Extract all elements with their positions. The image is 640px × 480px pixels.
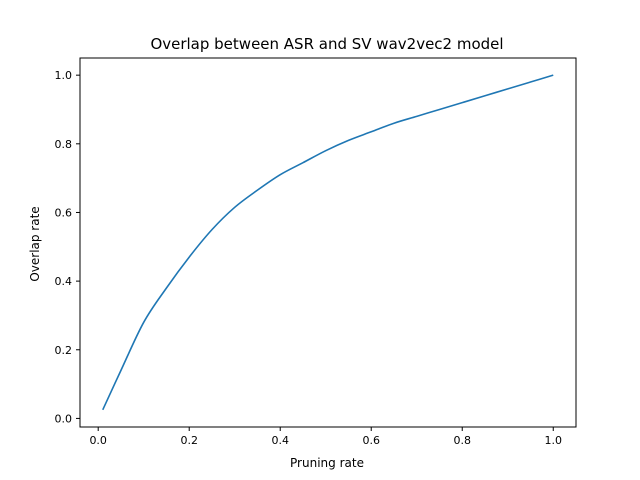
x-tick-label: 0.4 xyxy=(271,434,289,447)
y-tick-label: 0.6 xyxy=(55,206,73,219)
x-axis-label: Pruning rate xyxy=(290,456,364,470)
series-layer xyxy=(102,74,554,411)
x-tick-label: 0.6 xyxy=(362,434,380,447)
series-line xyxy=(102,74,554,411)
x-tick-label: 1.0 xyxy=(544,434,562,447)
plot-area: 0.0 0.2 0.4 0.6 0.8 1.0 0.0 0.2 0.4 0.6 0.8 1.0 xyxy=(55,57,577,447)
y-tick-label: 1.0 xyxy=(55,69,73,82)
x-tick-label: 0.8 xyxy=(453,434,471,447)
y-axis-label: Overlap rate xyxy=(28,206,42,281)
y-axis-ticks: 0.0 0.2 0.4 0.6 0.8 1.0 xyxy=(55,69,80,425)
y-tick-label: 0.8 xyxy=(55,138,73,151)
axes-frame xyxy=(79,57,577,428)
y-tick-label: 0.2 xyxy=(55,344,73,357)
x-tick-label: 0.2 xyxy=(180,434,198,447)
x-axis-ticks: 0.0 0.2 0.4 0.6 0.8 1.0 xyxy=(89,427,562,447)
y-tick-label: 0.4 xyxy=(55,275,73,288)
chart-title: Overlap between ASR and SV wav2vec2 mode… xyxy=(150,35,503,53)
x-tick-label: 0.0 xyxy=(89,434,107,447)
y-tick-label: 0.0 xyxy=(55,412,73,425)
